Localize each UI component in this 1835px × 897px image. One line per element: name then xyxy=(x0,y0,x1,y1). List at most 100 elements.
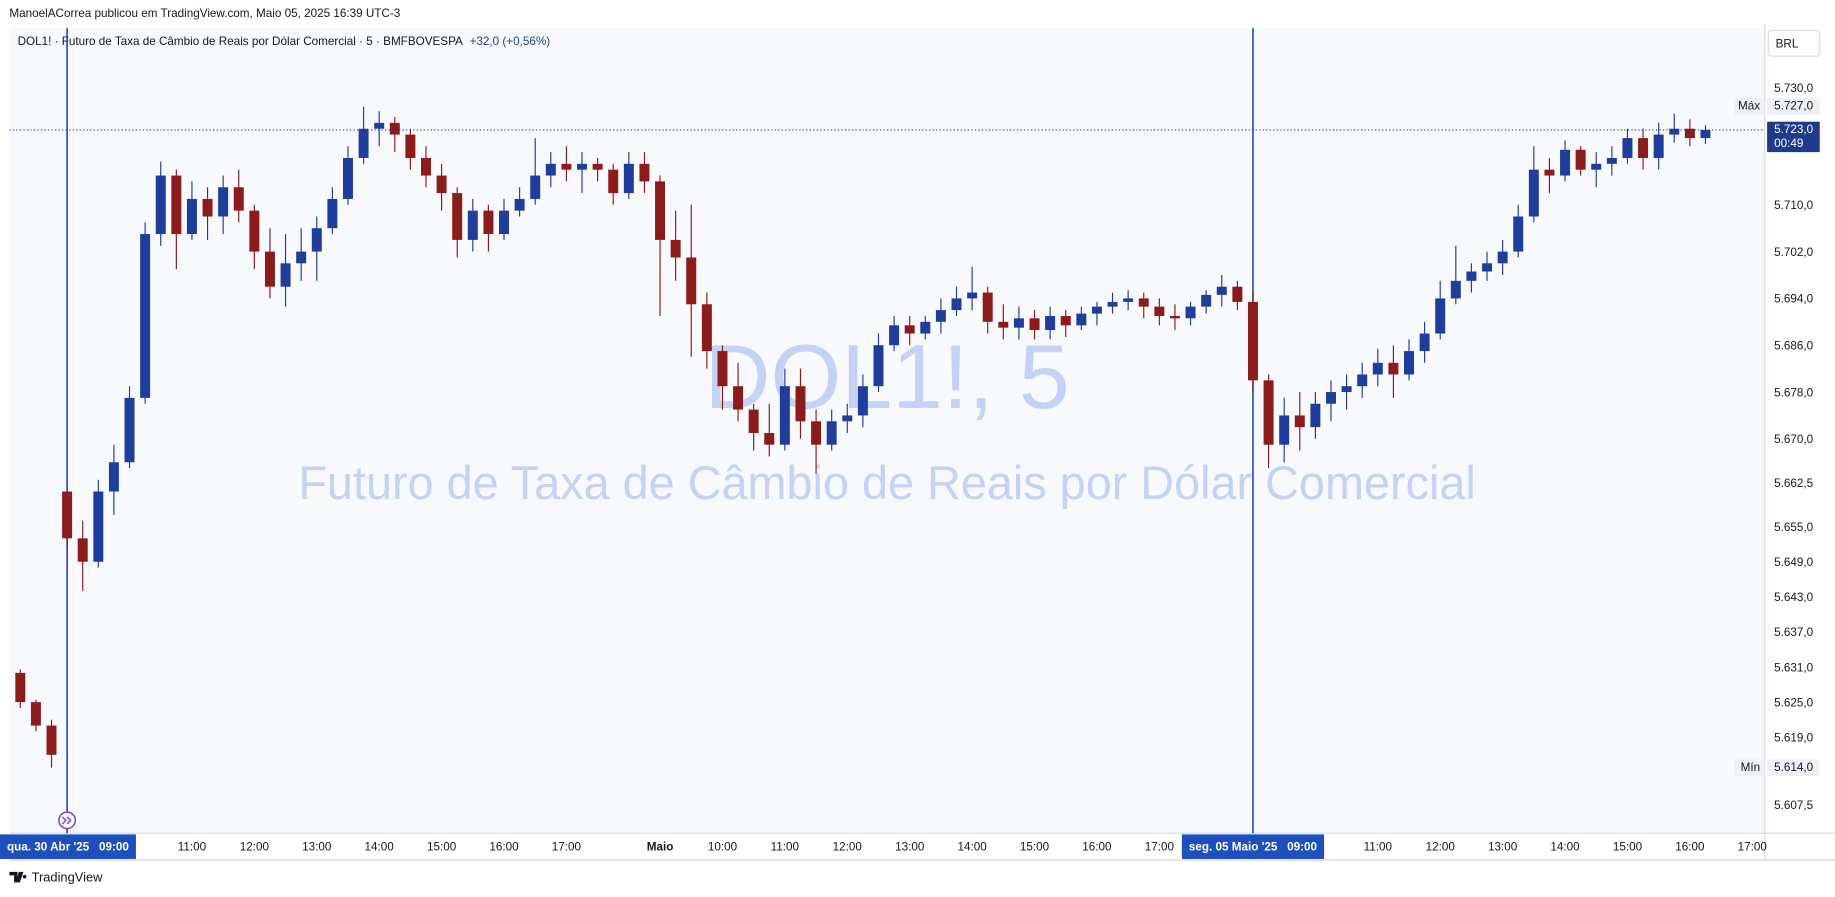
x-tick-highlight-box xyxy=(0,834,136,859)
x-tick-label-highlight: seg. 05 Maio '25 09:00 xyxy=(1189,840,1318,853)
candle-body xyxy=(1029,318,1040,331)
candle-body xyxy=(811,421,822,445)
candle-body xyxy=(1216,286,1227,295)
candle-body xyxy=(1466,271,1477,281)
y-tick-label: 5.649,0 xyxy=(1774,556,1813,569)
y-tick-label: 5.730,0 xyxy=(1774,82,1813,95)
min-value-label: 5.614,0 xyxy=(1774,761,1813,774)
candle-body xyxy=(249,210,260,252)
candle-body xyxy=(1575,149,1586,170)
watermark-symbol: DOL1!, 5 xyxy=(704,326,1069,428)
chart-pane xyxy=(9,28,1765,834)
candle-body xyxy=(1232,286,1243,302)
min-name: Mín xyxy=(1741,761,1760,774)
x-tick-label: 11:00 xyxy=(178,840,207,853)
candle-body xyxy=(951,298,962,311)
candle-body xyxy=(764,432,775,445)
x-tick-label-highlight: qua. 30 Abr '25 09:00 xyxy=(7,840,129,853)
x-tick-label: 15:00 xyxy=(1020,840,1050,853)
candle-body xyxy=(405,134,416,158)
legend: DOL1! · Futuro de Taxa de Câmbio de Reai… xyxy=(18,35,551,48)
candle-body xyxy=(374,122,385,129)
candle-body xyxy=(1622,138,1633,158)
x-tick-label: 10:00 xyxy=(708,840,738,853)
candle-body xyxy=(1560,149,1571,176)
candle-body xyxy=(1201,294,1212,307)
x-tick-label: 15:00 xyxy=(1613,840,1643,853)
logo-mark xyxy=(9,871,27,883)
candle-body xyxy=(1185,306,1196,319)
candle-body xyxy=(873,345,884,387)
y-tick-label: 5.702,0 xyxy=(1774,246,1813,259)
candle-body xyxy=(826,421,837,445)
candle-body xyxy=(1169,315,1180,319)
candle-body xyxy=(1528,169,1539,217)
replay-icon xyxy=(58,811,77,830)
candle-body xyxy=(1700,129,1711,139)
candle-body xyxy=(15,672,26,703)
candle-body xyxy=(982,292,993,322)
candle-body xyxy=(842,415,853,422)
candle-body xyxy=(1388,362,1399,375)
candle-body xyxy=(1669,128,1680,135)
x-tick-label: 11:00 xyxy=(771,840,800,853)
currency-button[interactable] xyxy=(1767,29,1821,57)
candle-body xyxy=(62,491,73,539)
y-tick-label: 5.655,0 xyxy=(1774,521,1813,534)
y-tick-label: 5.694,0 xyxy=(1774,293,1813,306)
candle-body xyxy=(311,228,322,252)
candle-body xyxy=(358,128,369,158)
candle-body xyxy=(577,163,588,170)
candle-body xyxy=(639,163,650,182)
x-tick-label: 17:00 xyxy=(552,840,582,853)
currency-label[interactable]: BRL xyxy=(1776,38,1799,51)
x-tick-label: 17:00 xyxy=(1145,840,1175,853)
candle-body xyxy=(1107,301,1118,307)
candle-body xyxy=(327,198,338,229)
candle-body xyxy=(389,122,400,135)
candle-body xyxy=(1544,169,1555,176)
candle-body xyxy=(452,193,463,240)
candle-body xyxy=(108,462,119,492)
x-tick-label: 17:00 xyxy=(1738,840,1768,853)
candle-body xyxy=(608,169,619,194)
candle-body xyxy=(1606,157,1617,164)
x-tick-label: 13:00 xyxy=(302,840,332,853)
candle-body xyxy=(1091,306,1102,314)
x-tick-label: Maio xyxy=(647,840,674,853)
candle-body xyxy=(857,386,868,416)
candle-body xyxy=(748,409,759,433)
candle-body xyxy=(779,386,790,445)
candle-body xyxy=(1013,318,1024,328)
candle-body xyxy=(1294,415,1305,428)
candle-body xyxy=(904,325,915,334)
max-name-box xyxy=(1734,98,1765,115)
candle-body xyxy=(342,157,353,199)
candle-body xyxy=(155,175,166,235)
candle-body xyxy=(499,210,510,235)
watermark-description: Futuro de Taxa de Câmbio de Reais por Dó… xyxy=(298,457,1475,509)
x-tick-label: 12:00 xyxy=(833,840,863,853)
tradingview-logo: TradingView xyxy=(9,870,103,885)
candle-body xyxy=(77,538,88,562)
y-tick-label: 5.643,0 xyxy=(1774,591,1813,604)
legend-separator: · xyxy=(55,35,59,48)
max-value-box xyxy=(1767,98,1820,115)
y-tick-label: 5.637,0 xyxy=(1774,626,1813,639)
last-price-countdown: 00:49 xyxy=(1774,137,1803,150)
x-tick-label: 12:00 xyxy=(240,840,270,853)
candle-body xyxy=(1060,315,1071,326)
candle-body xyxy=(1263,380,1274,445)
min-value-box xyxy=(1767,759,1820,776)
candle-body xyxy=(1372,362,1383,375)
candle-body xyxy=(530,175,541,199)
brand: TradingView xyxy=(32,870,103,885)
x-tick-label: 14:00 xyxy=(957,840,987,853)
candle-body xyxy=(1310,403,1321,428)
candle-body xyxy=(1638,138,1649,158)
x-tick-label: 14:00 xyxy=(365,840,395,853)
candle-body xyxy=(202,198,213,217)
candle-body xyxy=(171,175,182,235)
candle-body xyxy=(935,310,946,322)
